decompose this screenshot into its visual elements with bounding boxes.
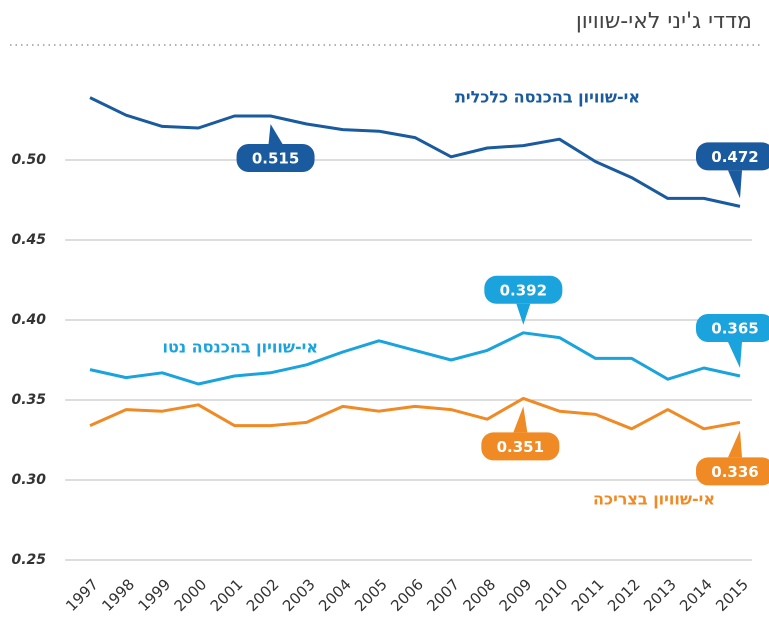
x-tick-label: 2011 xyxy=(568,575,608,615)
callout-pointer xyxy=(728,170,742,199)
callout-box xyxy=(484,275,563,304)
x-tick-label: 2007 xyxy=(423,575,463,615)
x-tick-label: 2008 xyxy=(460,575,500,615)
callout: 0.351 xyxy=(481,406,560,461)
callout-label: 0.472 xyxy=(711,148,758,166)
x-tick-label: 2002 xyxy=(243,575,283,615)
series-label: אי-שוויון בהכנסה כלכלית xyxy=(455,88,640,107)
callout: 0.515 xyxy=(236,124,315,172)
y-tick-label: 0.45 xyxy=(11,232,46,248)
y-tick-label: 0.50 xyxy=(11,152,46,168)
x-tick-label: 2009 xyxy=(496,575,536,615)
callout-pointer xyxy=(513,406,528,433)
callout-label: 0.515 xyxy=(252,150,299,168)
callout-box xyxy=(236,144,315,172)
x-tick-label: 2005 xyxy=(351,575,391,615)
callout: 0.336 xyxy=(696,430,769,486)
x-tick-label: 2013 xyxy=(640,575,680,615)
y-tick-label: 0.30 xyxy=(11,472,46,488)
y-tick-label: 0.25 xyxy=(11,552,46,568)
series-label: אי-שוויון בהכנסה נטו xyxy=(163,338,319,357)
callout-box xyxy=(696,457,769,486)
callout-label: 0.392 xyxy=(500,281,547,299)
chart-title: מדדי ג'יני לאי-שוויון xyxy=(576,9,752,34)
series-line xyxy=(89,331,741,386)
y-tick-label: 0.35 xyxy=(11,392,46,408)
x-tick-label: 2012 xyxy=(604,575,644,615)
callout-box xyxy=(696,314,769,342)
x-tick-label: 2003 xyxy=(279,575,319,615)
x-tick-label: 2010 xyxy=(532,575,572,615)
callout-box xyxy=(481,432,560,461)
x-tick-label: 1997 xyxy=(62,575,102,615)
x-tick-label: 2004 xyxy=(315,575,355,615)
callout: 0.472 xyxy=(696,142,769,199)
series-label: אי-שוויון בצריכה xyxy=(593,490,715,509)
x-tick-label: 1999 xyxy=(135,575,175,615)
series-line xyxy=(89,96,741,208)
x-tick-label: 2015 xyxy=(712,575,752,615)
series-line xyxy=(89,396,741,431)
callout-label: 0.336 xyxy=(711,463,758,481)
callout-pointer xyxy=(268,124,283,144)
callout-box xyxy=(696,142,769,171)
callout-pointer xyxy=(516,303,531,325)
callout-pointer xyxy=(728,430,742,458)
x-tick-label: 2014 xyxy=(676,575,716,615)
callout-label: 0.351 xyxy=(497,438,544,456)
x-tick-label: 2006 xyxy=(387,575,427,615)
callout: 0.365 xyxy=(696,314,769,368)
callout-pointer xyxy=(728,342,742,368)
x-tick-label: 1998 xyxy=(98,575,138,615)
x-tick-label: 2000 xyxy=(171,575,211,615)
callout-label: 0.365 xyxy=(711,320,758,338)
callout: 0.392 xyxy=(484,275,563,325)
y-tick-label: 0.40 xyxy=(11,312,46,328)
x-tick-label: 2001 xyxy=(207,575,247,615)
